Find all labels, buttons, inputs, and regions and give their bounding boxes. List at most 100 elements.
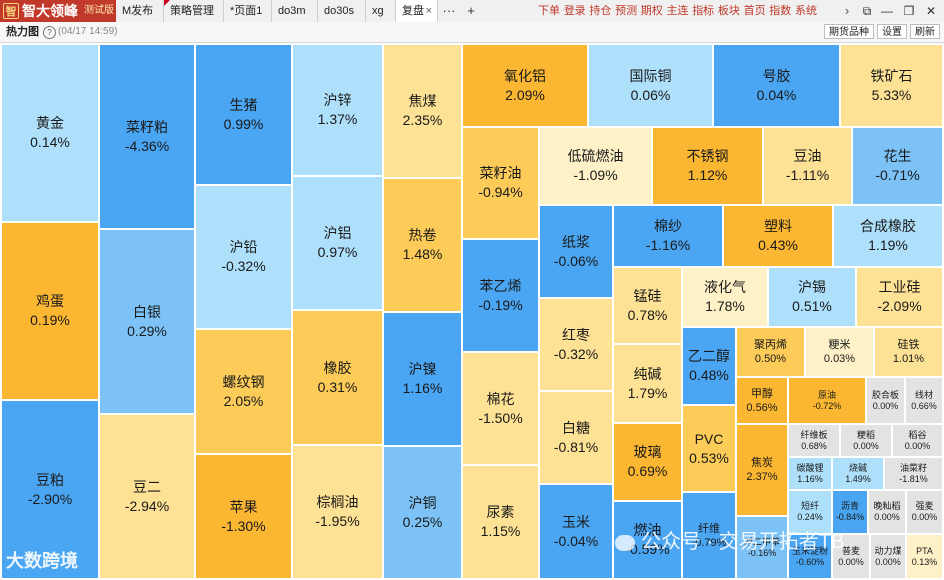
heatmap-cell[interactable]: 沪镍 1.16% <box>383 312 462 446</box>
heatmap-cell[interactable]: 尿素 1.15% <box>462 465 539 579</box>
tab-item[interactable]: do30s <box>318 0 366 22</box>
heatmap-cell[interactable]: 玉米 -0.04% <box>539 484 613 579</box>
heatmap-cell[interactable]: PVC 0.53% <box>682 405 736 492</box>
close-icon[interactable]: ✕ <box>925 4 937 18</box>
heatmap-cell[interactable]: 螺纹钢 2.05% <box>195 329 292 454</box>
heatmap-cell[interactable]: 普麦 0.00% <box>832 534 870 579</box>
heatmap-cell[interactable]: 菜籽油 -0.94% <box>462 127 539 239</box>
minimize-icon[interactable]: — <box>881 4 893 18</box>
heatmap-cell[interactable]: 豆二 -2.94% <box>99 414 195 579</box>
refresh-button[interactable]: 刷新 <box>910 24 940 39</box>
maximize-icon[interactable]: ❐ <box>903 4 915 18</box>
heatmap-cell[interactable]: 稻谷 0.00% <box>892 424 943 457</box>
heatmap-cell[interactable]: 粳米 0.03% <box>805 327 874 377</box>
restore-icon[interactable]: ⧉ <box>862 4 872 18</box>
tab-item[interactable]: 复盘 × <box>396 0 438 22</box>
heatmap-cell[interactable]: 纤维板 0.68% <box>788 424 840 457</box>
more-tabs-icon[interactable]: ··· <box>442 3 456 18</box>
menu-item[interactable]: 下单 <box>538 5 560 17</box>
heatmap-cell[interactable]: 豆粕 -2.90% <box>1 400 99 579</box>
heatmap-cell[interactable]: 纯碱 1.79% <box>613 344 682 423</box>
menu-item[interactable]: 主连 <box>666 5 689 17</box>
heatmap-cell[interactable]: 黄金 0.14% <box>1 44 99 222</box>
heatmap-cell[interactable]: 红枣 -0.32% <box>539 298 613 391</box>
heatmap-cell[interactable]: PTA 0.13% <box>906 534 943 579</box>
menu-item[interactable]: 系统 <box>795 5 817 17</box>
heatmap-cell[interactable]: 塑料 0.43% <box>723 205 833 267</box>
heatmap-cell[interactable]: 强麦 0.00% <box>906 490 943 534</box>
heatmap-cell[interactable]: 橡胶 0.31% <box>292 310 383 445</box>
heatmap-cell[interactable]: 花生 -0.71% <box>852 127 943 205</box>
heatmap-cell[interactable]: 棉花 -1.50% <box>462 352 539 465</box>
heatmap-cell[interactable]: 焦煤 2.35% <box>383 44 462 178</box>
heatmap-cell[interactable]: 原油 -0.72% <box>788 377 866 424</box>
heatmap-cell[interactable]: 白糖 -0.81% <box>539 391 613 484</box>
heatmap-cell[interactable]: 沪铅 -0.32% <box>195 185 292 329</box>
heatmap-cell[interactable]: 聚丙烯 0.50% <box>736 327 805 377</box>
add-tab-icon[interactable]: + <box>467 3 475 18</box>
heatmap-cell[interactable]: 油菜籽 -1.81% <box>884 457 943 490</box>
heatmap-cell[interactable]: 锰硅 0.78% <box>613 267 682 344</box>
heatmap-cell[interactable]: 白银 0.29% <box>99 229 195 414</box>
heatmap-cell[interactable]: 低硫燃油 -1.09% <box>539 127 652 205</box>
tab-item[interactable]: xg <box>366 0 396 22</box>
menu-item[interactable]: 指标 <box>692 5 715 17</box>
heatmap-cell[interactable]: 苹果 -1.30% <box>195 454 292 579</box>
heatmap-cell[interactable]: 氧化铝 2.09% <box>462 44 588 127</box>
heatmap-cell[interactable]: 热卷 1.48% <box>383 178 462 312</box>
heatmap-cell[interactable]: 不锈钢 1.12% <box>652 127 763 205</box>
heatmap-cell[interactable]: 对二甲苯 -0.16% <box>736 516 788 579</box>
futures-variety-button[interactable]: 期货品种 <box>824 24 874 39</box>
heatmap-cell[interactable]: 工业硅 -2.09% <box>856 267 943 327</box>
help-icon[interactable]: ? <box>43 26 56 39</box>
heatmap-cell[interactable]: 燃油 -0.59% <box>613 501 682 579</box>
heatmap-cell[interactable]: 号胶 0.04% <box>713 44 840 127</box>
heatmap-cell[interactable]: 沥青 -0.84% <box>832 490 868 534</box>
menu-item[interactable]: 登录 <box>563 5 586 17</box>
heatmap-cell[interactable]: 沪锡 0.51% <box>768 267 856 327</box>
menu-item[interactable]: 首页 <box>743 5 766 17</box>
heatmap-cell[interactable]: 乙二醇 0.48% <box>682 327 736 405</box>
heatmap-cell[interactable]: 沪锌 1.37% <box>292 44 383 176</box>
tab-item[interactable]: *页面1 <box>224 0 272 22</box>
heatmap-cell[interactable]: 沪铜 0.25% <box>383 446 462 579</box>
tab-item[interactable]: 策略管理 <box>164 0 224 22</box>
heatmap-cell[interactable]: 豆油 -1.11% <box>763 127 852 205</box>
heatmap-cell[interactable]: 菜籽粕 -4.36% <box>99 44 195 229</box>
heatmap-cell[interactable]: 硅铁 1.01% <box>874 327 943 377</box>
heatmap-cell[interactable]: 胶合板 0.00% <box>866 377 905 424</box>
heatmap-cell[interactable]: 动力煤 0.00% <box>870 534 906 579</box>
heatmap-cell[interactable]: 纸浆 -0.06% <box>539 205 613 298</box>
heatmap-cell[interactable]: 甲醇 0.56% <box>736 377 788 424</box>
heatmap-cell[interactable]: 沪铝 0.97% <box>292 176 383 310</box>
heatmap-cell[interactable]: 液化气 1.78% <box>682 267 768 327</box>
tab-close-icon[interactable]: × <box>425 5 432 17</box>
heatmap-cell[interactable]: 晚籼稻 0.00% <box>868 490 906 534</box>
heatmap-cell[interactable]: 焦炭 2.37% <box>736 424 788 516</box>
heatmap-cell[interactable]: 生猪 0.99% <box>195 44 292 185</box>
heatmap-cell[interactable]: 玉米淀粉 -0.60% <box>788 534 832 579</box>
menu-expand-icon[interactable]: › <box>844 3 850 18</box>
menu-item[interactable]: 持仓 <box>589 5 612 17</box>
tab-item[interactable]: M发布 <box>116 0 164 22</box>
tab-item[interactable]: do3m <box>272 0 318 22</box>
menu-item[interactable]: 指数 <box>769 5 792 17</box>
heatmap-cell[interactable]: 苯乙烯 -0.19% <box>462 239 539 352</box>
heatmap-cell[interactable]: 鸡蛋 0.19% <box>1 222 99 400</box>
heatmap-cell[interactable]: 棉纱 -1.16% <box>613 205 723 267</box>
heatmap-cell[interactable]: 烧碱 1.49% <box>832 457 884 490</box>
heatmap-cell[interactable]: 国际铜 0.06% <box>588 44 713 127</box>
heatmap-cell[interactable]: 玻璃 0.69% <box>613 423 682 501</box>
heatmap-cell[interactable]: 铁矿石 5.33% <box>840 44 943 127</box>
heatmap-cell[interactable]: 合成橡胶 1.19% <box>833 205 943 267</box>
heatmap-cell[interactable]: 粳稻 0.00% <box>840 424 892 457</box>
heatmap-cell[interactable]: 碳酸锂 1.16% <box>788 457 832 490</box>
menu-item[interactable]: 板块 <box>717 5 740 17</box>
menu-item[interactable]: 预测 <box>615 5 638 17</box>
settings-button[interactable]: 设置 <box>877 24 907 39</box>
heatmap-cell[interactable]: 纤维 -0.79% <box>682 492 736 579</box>
heatmap-cell[interactable]: 线材 0.66% <box>905 377 943 424</box>
heatmap-cell[interactable]: 棕榈油 -1.95% <box>292 445 383 579</box>
menu-item[interactable]: 期权 <box>640 5 663 17</box>
heatmap-cell[interactable]: 短纤 0.24% <box>788 490 832 534</box>
